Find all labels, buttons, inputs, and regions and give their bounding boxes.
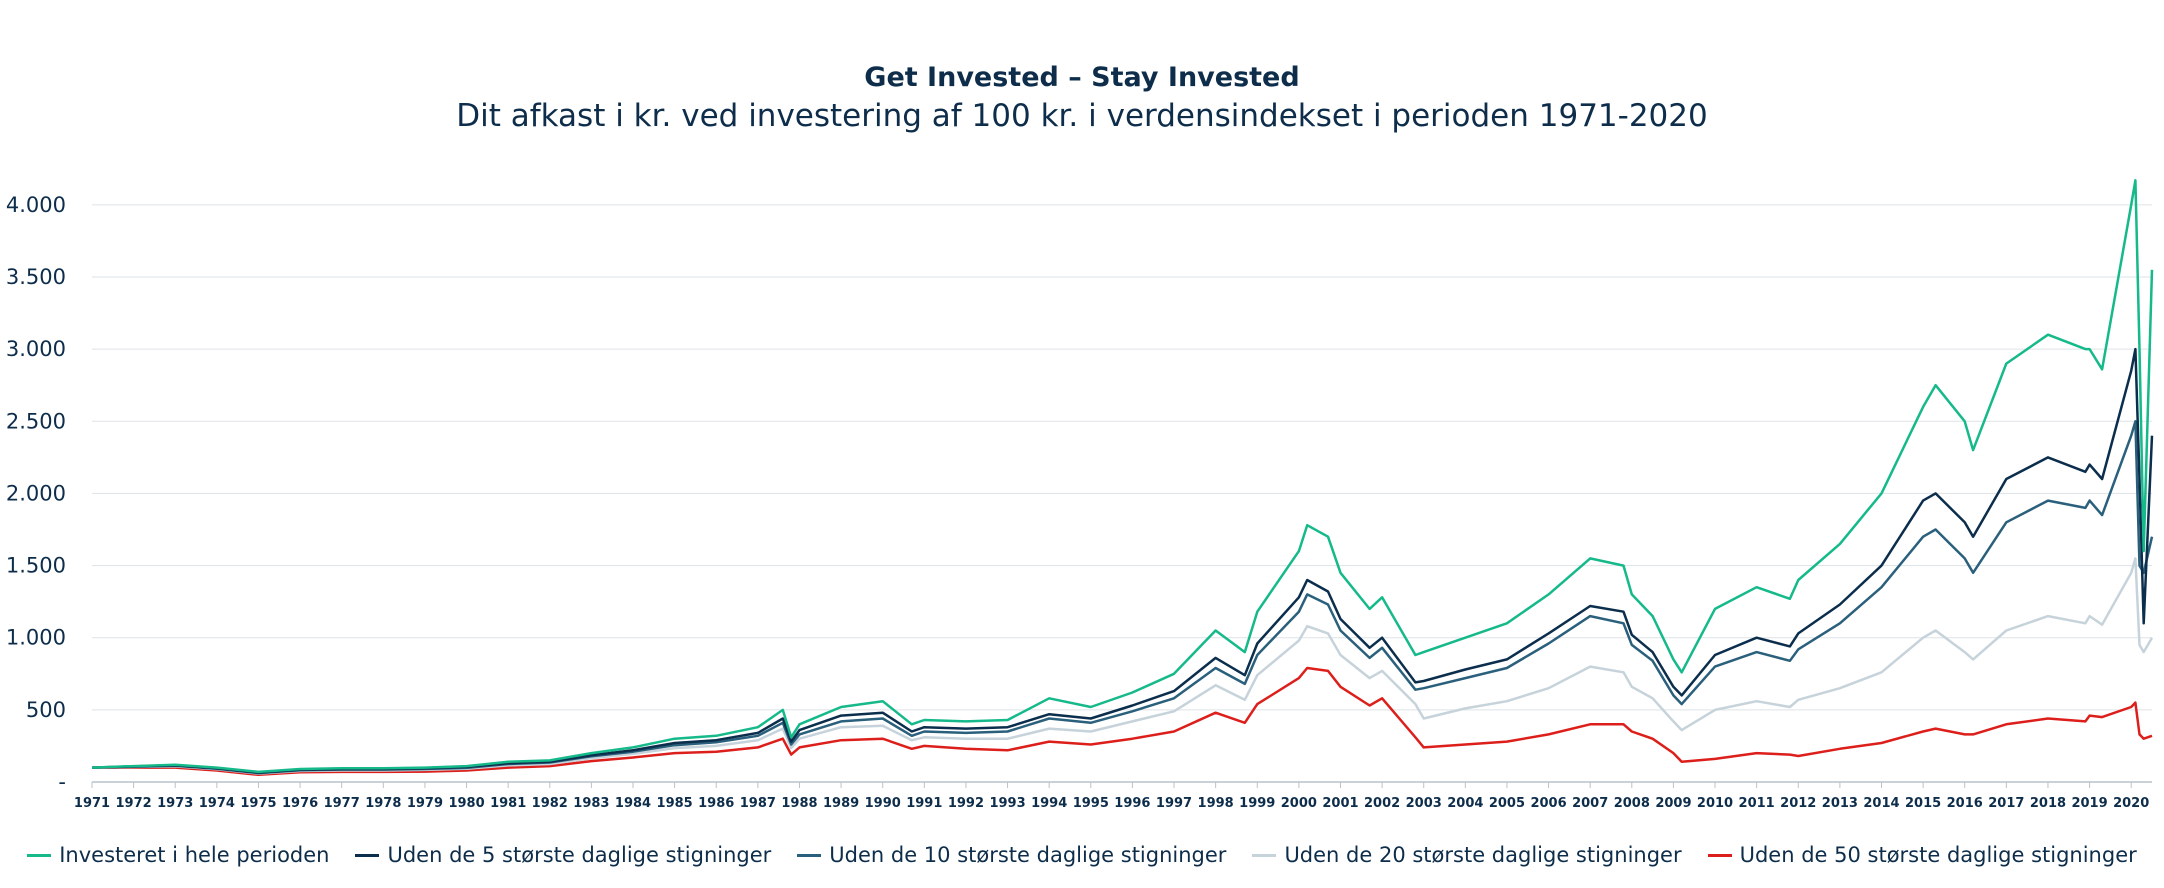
legend: Investeret i hele perioden Uden de 5 stør…: [0, 843, 2164, 867]
y-tick-label: 1.500: [6, 554, 66, 578]
x-tick-label: 1979: [407, 796, 443, 811]
x-tick-label: 2010: [1697, 796, 1733, 811]
x-tick-label: 2011: [1739, 796, 1775, 811]
y-tick-label: -: [58, 770, 66, 794]
x-tick-label: 2012: [1780, 796, 1816, 811]
y-tick-label: 3.000: [6, 337, 66, 361]
y-tick-label: 2.000: [6, 481, 66, 505]
series-line-5: [92, 666, 2153, 777]
chart-subtitle: Dit afkast i kr. ved investering af 100 …: [456, 98, 1708, 134]
legend-swatch: [1252, 853, 1277, 857]
grid-lines: [92, 204, 2152, 783]
x-tick-label: 1975: [240, 796, 276, 811]
x-tick-label: 2015: [1905, 796, 1941, 811]
x-tick-label: 1993: [989, 796, 1025, 811]
x-tick-label: 1977: [324, 796, 360, 811]
x-tick-label: 2009: [1655, 796, 1691, 811]
legend-swatch: [27, 853, 52, 857]
x-axis-labels: 1971 1972 1973 1974 1975 1976 1977 1978 1979 1980…: [74, 782, 2149, 811]
x-tick-label: 2002: [1364, 796, 1400, 811]
x-tick-label: 2017: [1988, 796, 2024, 811]
legend-swatch: [355, 853, 380, 857]
legend-label: Uden de 20 største daglige stigninger: [1284, 843, 1682, 867]
y-tick-label: 1.000: [6, 626, 66, 650]
x-tick-label: 2014: [1863, 796, 1899, 811]
x-tick-label: 1986: [698, 796, 734, 811]
x-tick-label: 2004: [1447, 796, 1483, 811]
x-tick-label: 1999: [1239, 796, 1275, 811]
x-tick-label: 1997: [1156, 796, 1192, 811]
x-tick-label: 2019: [2071, 796, 2107, 811]
x-tick-label: 2020: [2113, 796, 2149, 811]
legend-item-2: Uden de 5 største daglige stigninger: [355, 843, 771, 867]
x-tick-label: 1988: [781, 796, 817, 811]
x-tick-label: 1976: [282, 796, 318, 811]
y-tick-label: 3.500: [6, 265, 66, 289]
series-line-4: [91, 557, 2154, 775]
x-tick-label: 1994: [1031, 796, 1067, 811]
x-tick-label: 1998: [1198, 796, 1234, 811]
x-tick-label: 1996: [1114, 796, 1150, 811]
x-tick-label: 1991: [906, 796, 942, 811]
series-line-1: [91, 179, 2154, 774]
legend-swatch: [1707, 853, 1732, 857]
legend-item-1: Investeret i hele perioden: [27, 843, 329, 867]
y-tick-label: 500: [26, 698, 66, 722]
x-tick-label: 1973: [157, 796, 193, 811]
y-tick-label: 2.500: [6, 409, 66, 433]
x-tick-label: 2001: [1322, 796, 1358, 811]
x-tick-label: 2007: [1572, 796, 1608, 811]
x-tick-label: 1995: [1073, 796, 1109, 811]
y-tick-label: 4.000: [6, 193, 66, 217]
legend-label: Uden de 10 største daglige stigninger: [829, 843, 1227, 867]
x-tick-label: 1987: [740, 796, 776, 811]
x-tick-label: 2008: [1614, 796, 1650, 811]
x-tick-label: 1972: [116, 796, 152, 811]
x-tick-label: 1985: [657, 796, 693, 811]
x-tick-label: 1990: [865, 796, 901, 811]
x-tick-label: 1984: [615, 796, 651, 811]
legend-item-3: Uden de 10 største daglige stigninger: [797, 843, 1226, 867]
series-line-3: [91, 420, 2154, 775]
x-tick-label: 1981: [490, 796, 526, 811]
legend-label: Uden de 50 største daglige stigninger: [1739, 843, 2137, 867]
x-tick-label: 1971: [74, 796, 110, 811]
chart-title: Get Invested – Stay Invested: [864, 62, 1300, 93]
series-line-2: [91, 347, 2154, 774]
x-tick-label: 2000: [1281, 796, 1317, 811]
x-tick-label: 2003: [1406, 796, 1442, 811]
x-tick-label: 2006: [1530, 796, 1566, 811]
x-tick-label: 1974: [199, 796, 235, 811]
legend-swatch: [797, 853, 822, 857]
x-tick-label: 2016: [1947, 796, 1983, 811]
x-tick-label: 1989: [823, 796, 859, 811]
x-tick-label: 2018: [2030, 796, 2066, 811]
x-tick-label: 2013: [1822, 796, 1858, 811]
x-tick-label: 1983: [573, 796, 609, 811]
legend-label: Investeret i hele perioden: [59, 843, 330, 867]
y-axis-labels: - 500 1.000 1.500 2.000 2.500 3.000 3.500 4.000: [6, 193, 66, 794]
x-tick-label: 1978: [365, 796, 401, 811]
x-tick-label: 1980: [448, 796, 484, 811]
x-tick-label: 1982: [532, 796, 568, 811]
x-tick-label: 1992: [948, 796, 984, 811]
legend-label: Uden de 5 største daglige stigninger: [387, 843, 772, 867]
legend-item-5: Uden de 50 største daglige stigninger: [1707, 843, 2137, 867]
legend-item-4: Uden de 20 største daglige stigninger: [1252, 843, 1682, 867]
x-tick-label: 2005: [1489, 796, 1525, 811]
series-lines: [91, 179, 2154, 777]
